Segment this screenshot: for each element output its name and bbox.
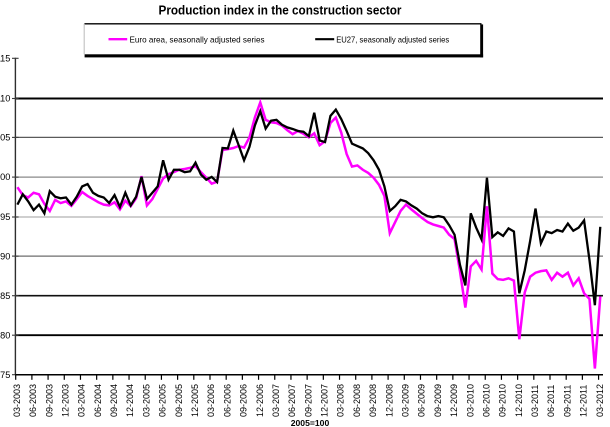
- svg-text:95: 95: [0, 212, 10, 222]
- svg-text:Production index in the constr: Production index in the construction sec…: [159, 4, 402, 18]
- svg-text:12-2009: 12-2009: [449, 384, 459, 417]
- svg-text:06-2006: 06-2006: [222, 384, 232, 417]
- svg-text:105: 105: [0, 133, 10, 143]
- svg-text:90: 90: [0, 251, 10, 261]
- svg-text:09-2008: 09-2008: [368, 384, 378, 417]
- svg-text:06-2007: 06-2007: [287, 384, 297, 417]
- svg-text:115: 115: [0, 54, 10, 64]
- svg-text:06-2004: 06-2004: [93, 384, 103, 417]
- svg-text:03-2005: 03-2005: [141, 384, 151, 417]
- svg-text:09-2003: 09-2003: [44, 384, 54, 417]
- svg-text:12-2007: 12-2007: [320, 384, 330, 417]
- svg-text:2005=100: 2005=100: [291, 418, 330, 427]
- svg-text:12-2011: 12-2011: [579, 385, 589, 417]
- svg-text:09-2007: 09-2007: [303, 384, 313, 417]
- svg-text:12-2004: 12-2004: [125, 384, 135, 417]
- svg-text:09-2006: 09-2006: [239, 384, 249, 417]
- svg-text:110: 110: [0, 94, 10, 104]
- svg-text:80: 80: [0, 330, 10, 340]
- svg-text:EU27, seasonally adjusted seri: EU27, seasonally adjusted series: [336, 34, 449, 44]
- svg-text:09-2009: 09-2009: [433, 384, 443, 417]
- svg-text:85: 85: [0, 291, 10, 301]
- svg-text:12-2003: 12-2003: [60, 384, 70, 417]
- svg-text:100: 100: [0, 172, 10, 182]
- svg-text:03-2003: 03-2003: [12, 384, 22, 417]
- svg-text:03-2007: 03-2007: [271, 384, 281, 417]
- svg-text:75: 75: [0, 370, 10, 380]
- svg-text:03-2008: 03-2008: [336, 384, 346, 417]
- svg-text:03-2009: 03-2009: [400, 384, 410, 417]
- svg-text:03-2011: 03-2011: [530, 385, 540, 417]
- svg-text:Euro area, seasonally adjusted: Euro area, seasonally adjusted series: [130, 34, 265, 44]
- svg-text:12-2005: 12-2005: [190, 384, 200, 417]
- svg-text:12-2010: 12-2010: [514, 384, 524, 417]
- svg-text:03-2006: 03-2006: [206, 384, 216, 417]
- svg-text:06-2011: 06-2011: [546, 385, 556, 417]
- svg-text:03-2010: 03-2010: [465, 384, 475, 417]
- svg-text:06-2003: 06-2003: [28, 384, 38, 417]
- svg-text:03-2012: 03-2012: [595, 384, 605, 417]
- svg-text:06-2005: 06-2005: [158, 384, 168, 417]
- svg-text:09-2010: 09-2010: [498, 384, 508, 417]
- svg-text:12-2006: 12-2006: [255, 384, 265, 417]
- svg-text:06-2009: 06-2009: [417, 384, 427, 417]
- svg-text:09-2004: 09-2004: [109, 384, 119, 417]
- svg-text:03-2004: 03-2004: [77, 384, 87, 417]
- svg-text:06-2008: 06-2008: [352, 384, 362, 417]
- svg-text:06-2010: 06-2010: [481, 384, 491, 417]
- svg-text:12-2008: 12-2008: [384, 384, 394, 417]
- svg-text:09-2005: 09-2005: [174, 384, 184, 417]
- svg-text:09-2011: 09-2011: [562, 385, 572, 417]
